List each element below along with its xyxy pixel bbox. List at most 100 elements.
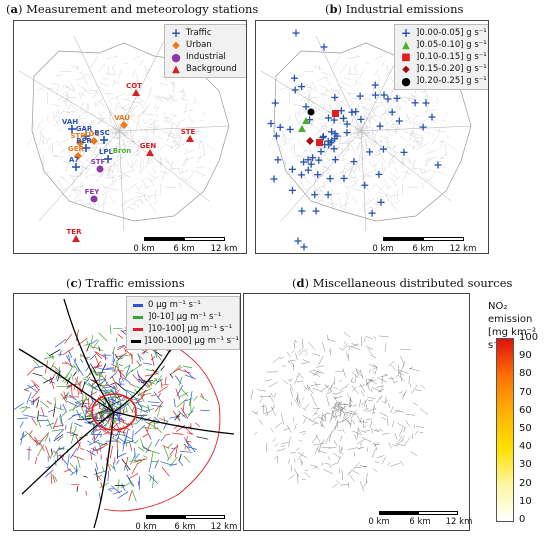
street-segment <box>156 124 160 130</box>
road-segment <box>116 430 127 434</box>
street-segment <box>149 123 156 126</box>
street-segment <box>81 89 86 96</box>
street-segment <box>381 400 386 404</box>
street-segment <box>88 146 96 150</box>
street-segment <box>140 109 145 117</box>
street-segment <box>144 127 149 136</box>
industrial-source-plus <box>288 165 296 173</box>
street-segment <box>89 120 94 127</box>
street-segment <box>287 137 295 140</box>
street-segment <box>84 154 94 163</box>
station-a7: A7 <box>69 156 80 171</box>
industrial-source-plus <box>300 243 308 251</box>
industrial-source-plus <box>298 83 306 91</box>
road-segment <box>119 380 122 387</box>
street-segment <box>381 375 384 385</box>
street-segment <box>338 406 346 414</box>
street-segment <box>314 186 320 195</box>
svg-text:Bron: Bron <box>113 147 132 155</box>
street-segment <box>41 141 47 145</box>
street-segment <box>51 82 61 86</box>
street-segment <box>388 403 391 409</box>
street-segment <box>409 130 415 133</box>
street-segment <box>403 361 405 367</box>
street-segment <box>390 364 397 372</box>
road-segment <box>102 397 109 405</box>
street-segment <box>375 139 383 146</box>
street-segment <box>131 202 136 206</box>
industrial-source-plus <box>400 148 408 156</box>
road-segment <box>122 426 131 431</box>
street-segment <box>172 98 178 102</box>
road-segment <box>23 384 36 391</box>
street-segment <box>136 121 142 130</box>
street-segment <box>336 100 342 108</box>
street-segment <box>161 169 167 181</box>
street-segment <box>53 110 58 122</box>
industrial-source-plus <box>419 123 427 131</box>
street-segment <box>330 384 332 390</box>
road-segment <box>85 362 92 372</box>
street-segment <box>263 411 271 414</box>
street-segment <box>357 447 365 450</box>
street-segment <box>150 150 154 154</box>
street-segment <box>308 342 316 350</box>
street-segment <box>385 104 392 113</box>
street-segment <box>369 206 379 211</box>
street-segment <box>349 163 358 168</box>
street-segment <box>51 104 61 107</box>
road-segment <box>47 431 50 436</box>
street-segment <box>424 88 428 98</box>
street-segment <box>114 54 117 58</box>
road-segment <box>156 378 163 383</box>
road-segment <box>113 467 116 472</box>
street-segment <box>136 192 141 194</box>
street-segment <box>67 101 71 112</box>
street-segment <box>381 161 384 173</box>
road-segment <box>90 379 99 387</box>
street-segment <box>331 410 333 420</box>
road-segment <box>167 443 173 449</box>
road-segment <box>128 473 139 480</box>
industrial-source-plus <box>292 29 300 37</box>
road-segment <box>57 454 62 457</box>
road-segment <box>129 459 142 462</box>
road-segment <box>116 356 124 361</box>
street-segment <box>327 384 334 392</box>
legend-c-item-2: ]0-10] μg m⁻¹ s⁻¹ <box>131 311 235 323</box>
street-segment <box>80 181 84 185</box>
map-panel-b: +]0.00-0.05] g s⁻¹ ▲]0.05-0.10] g s⁻¹ ■]… <box>255 20 489 254</box>
street-segment <box>390 406 394 414</box>
road-segment <box>21 407 28 414</box>
street-segment <box>164 143 173 149</box>
street-segment <box>397 439 404 445</box>
street-segment <box>159 83 168 86</box>
road-segment <box>89 403 99 410</box>
street-segment <box>336 102 338 108</box>
street-segment <box>352 430 362 435</box>
street-segment <box>322 469 333 474</box>
street-segment <box>426 174 435 182</box>
main-road <box>118 130 125 232</box>
street-segment <box>320 121 323 126</box>
street-segment <box>427 130 431 135</box>
road-segment <box>76 486 78 492</box>
street-segment <box>340 451 344 456</box>
street-segment <box>152 167 156 173</box>
street-segment <box>386 141 392 143</box>
svg-text:LOC: LOC <box>84 130 99 138</box>
street-segment <box>385 99 390 106</box>
street-segment <box>171 144 180 148</box>
street-segment <box>318 417 327 422</box>
street-segment <box>439 153 447 160</box>
street-segment <box>312 104 321 112</box>
street-segment <box>380 395 383 400</box>
street-segment <box>64 86 68 89</box>
street-segment <box>318 444 322 453</box>
street-segment <box>349 474 355 482</box>
street-segment <box>366 198 376 204</box>
street-segment <box>316 365 324 368</box>
road-segment <box>92 436 95 441</box>
street-segment <box>112 178 117 187</box>
industrial-source-plus <box>273 132 281 140</box>
